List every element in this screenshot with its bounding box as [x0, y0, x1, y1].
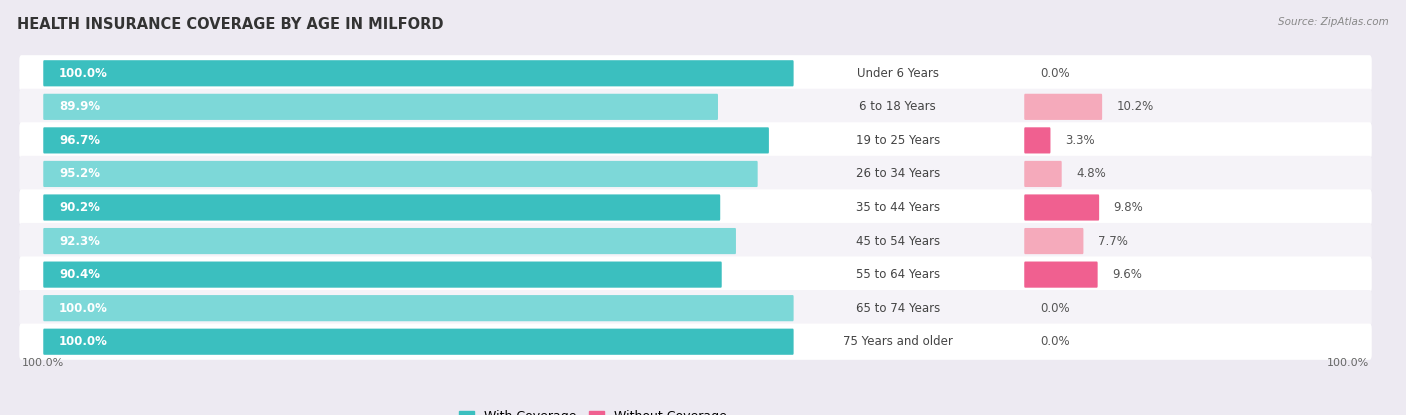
Text: 6 to 18 Years: 6 to 18 Years	[859, 100, 936, 113]
Text: 9.6%: 9.6%	[1112, 268, 1142, 281]
FancyBboxPatch shape	[20, 290, 1372, 326]
FancyBboxPatch shape	[44, 60, 793, 86]
FancyBboxPatch shape	[1024, 127, 1050, 154]
Text: 55 to 64 Years: 55 to 64 Years	[856, 268, 939, 281]
FancyBboxPatch shape	[44, 228, 735, 254]
FancyBboxPatch shape	[44, 194, 720, 221]
FancyBboxPatch shape	[1024, 94, 1102, 120]
Text: 90.4%: 90.4%	[59, 268, 100, 281]
FancyBboxPatch shape	[20, 122, 1372, 159]
Text: 95.2%: 95.2%	[59, 167, 100, 181]
Text: 96.7%: 96.7%	[59, 134, 100, 147]
Text: 10.2%: 10.2%	[1116, 100, 1153, 113]
Text: 89.9%: 89.9%	[59, 100, 100, 113]
Legend: With Coverage, Without Coverage: With Coverage, Without Coverage	[454, 405, 731, 415]
Text: 100.0%: 100.0%	[59, 335, 108, 348]
FancyBboxPatch shape	[20, 55, 1372, 91]
FancyBboxPatch shape	[20, 156, 1372, 192]
Text: 75 Years and older: 75 Years and older	[842, 335, 953, 348]
FancyBboxPatch shape	[20, 189, 1372, 226]
Text: 4.8%: 4.8%	[1076, 167, 1105, 181]
Text: Under 6 Years: Under 6 Years	[856, 67, 939, 80]
FancyBboxPatch shape	[1024, 161, 1062, 187]
Text: 19 to 25 Years: 19 to 25 Years	[856, 134, 939, 147]
Text: 7.7%: 7.7%	[1098, 234, 1128, 248]
FancyBboxPatch shape	[44, 295, 793, 321]
Text: 65 to 74 Years: 65 to 74 Years	[856, 302, 939, 315]
Text: 26 to 34 Years: 26 to 34 Years	[856, 167, 939, 181]
FancyBboxPatch shape	[44, 329, 793, 355]
Text: 3.3%: 3.3%	[1064, 134, 1094, 147]
Text: 100.0%: 100.0%	[59, 67, 108, 80]
Text: 92.3%: 92.3%	[59, 234, 100, 248]
FancyBboxPatch shape	[20, 324, 1372, 360]
FancyBboxPatch shape	[44, 161, 758, 187]
Text: HEALTH INSURANCE COVERAGE BY AGE IN MILFORD: HEALTH INSURANCE COVERAGE BY AGE IN MILF…	[17, 17, 443, 32]
FancyBboxPatch shape	[1024, 261, 1098, 288]
Text: 90.2%: 90.2%	[59, 201, 100, 214]
Text: 0.0%: 0.0%	[1040, 67, 1070, 80]
Text: 0.0%: 0.0%	[1040, 302, 1070, 315]
Text: 9.8%: 9.8%	[1114, 201, 1143, 214]
FancyBboxPatch shape	[20, 89, 1372, 125]
Text: 35 to 44 Years: 35 to 44 Years	[856, 201, 939, 214]
FancyBboxPatch shape	[1024, 194, 1099, 221]
Text: 0.0%: 0.0%	[1040, 335, 1070, 348]
Text: 100.0%: 100.0%	[59, 302, 108, 315]
FancyBboxPatch shape	[44, 127, 769, 154]
Text: Source: ZipAtlas.com: Source: ZipAtlas.com	[1278, 17, 1389, 27]
FancyBboxPatch shape	[20, 256, 1372, 293]
FancyBboxPatch shape	[1024, 228, 1084, 254]
FancyBboxPatch shape	[20, 223, 1372, 259]
FancyBboxPatch shape	[44, 94, 718, 120]
Text: 100.0%: 100.0%	[1327, 357, 1369, 368]
FancyBboxPatch shape	[44, 261, 721, 288]
Text: 100.0%: 100.0%	[21, 357, 63, 368]
Text: 45 to 54 Years: 45 to 54 Years	[856, 234, 939, 248]
